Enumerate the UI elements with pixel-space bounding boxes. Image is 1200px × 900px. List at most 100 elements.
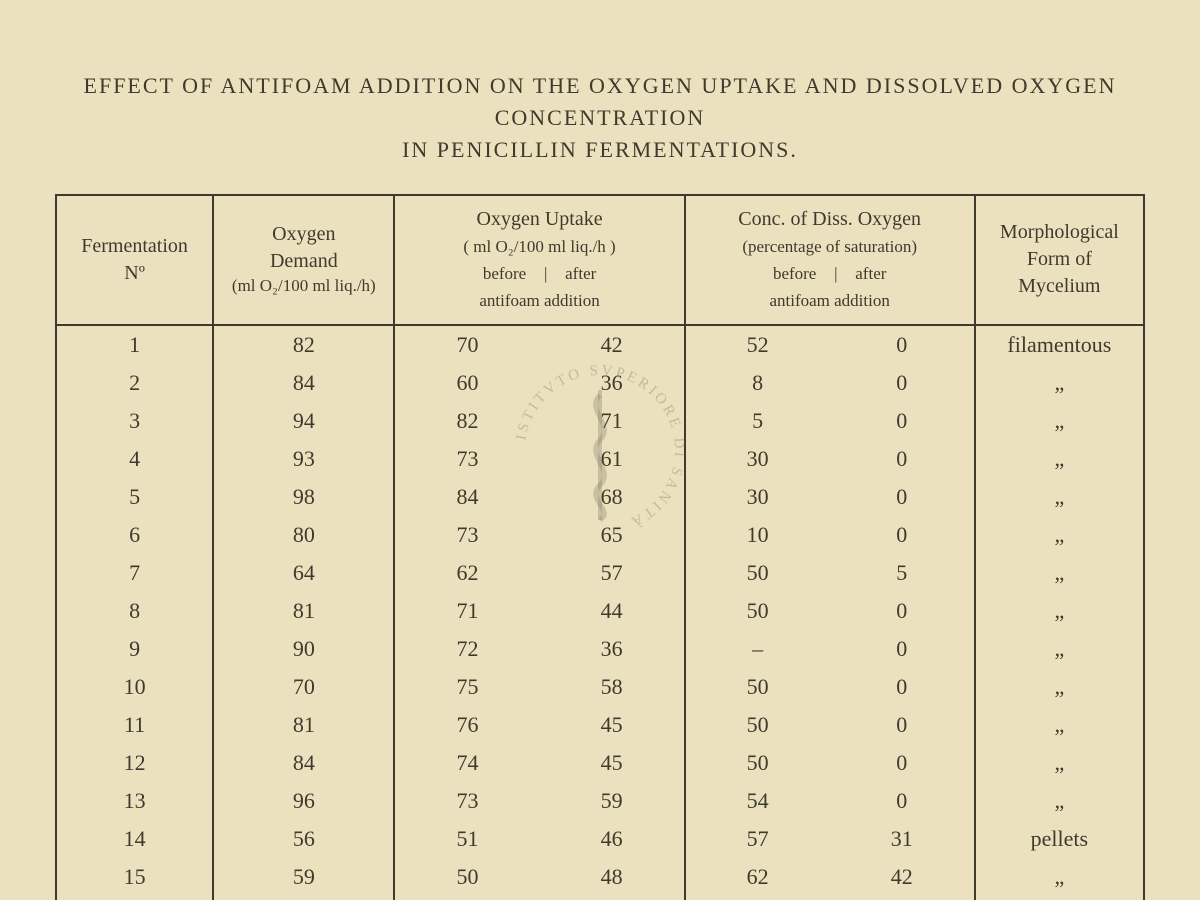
table-row: 8817144500„ bbox=[56, 592, 1144, 630]
cell-ub: 84 bbox=[394, 478, 539, 516]
cell-morph: filamentous bbox=[975, 325, 1144, 364]
cell-n: 13 bbox=[56, 782, 213, 820]
cell-n: 4 bbox=[56, 440, 213, 478]
col-fermentation: Fermentation Nº bbox=[56, 195, 213, 325]
cell-ua: 46 bbox=[540, 820, 685, 858]
cell-demand: 59 bbox=[213, 858, 394, 896]
cell-ua: 44 bbox=[540, 592, 685, 630]
table-row: 10707558500„ bbox=[56, 668, 1144, 706]
cell-morph: pellets bbox=[975, 820, 1144, 858]
cell-n: 8 bbox=[56, 592, 213, 630]
cell-cb: 5 bbox=[685, 402, 830, 440]
col-fermentation-l1: Fermentation bbox=[81, 235, 188, 257]
col-morph-l3: Mycelium bbox=[1018, 275, 1100, 297]
cell-ub: 59 bbox=[394, 896, 539, 900]
cell-demand: 96 bbox=[213, 782, 394, 820]
cell-ca: 0 bbox=[830, 744, 975, 782]
cell-cb: 54 bbox=[685, 782, 830, 820]
cell-ca: 0 bbox=[830, 516, 975, 554]
cell-cb: 52 bbox=[685, 325, 830, 364]
cell-demand: 56 bbox=[213, 820, 394, 858]
cell-morph: „ bbox=[975, 858, 1144, 896]
cell-ub: 73 bbox=[394, 516, 539, 554]
cell-n: 15 bbox=[56, 858, 213, 896]
cell-ub: 70 bbox=[394, 325, 539, 364]
cell-demand: 98 bbox=[213, 478, 394, 516]
col-morph-l2: Form of bbox=[1027, 248, 1092, 270]
cell-ca: 0 bbox=[830, 630, 975, 668]
col-conc-unit: (percentage of saturation) bbox=[742, 237, 917, 256]
table-row: 155950486242„ bbox=[56, 858, 1144, 896]
cell-ca: 0 bbox=[830, 478, 975, 516]
cell-cb: 8 bbox=[685, 364, 830, 402]
table-row: 6807365100„ bbox=[56, 516, 1144, 554]
col-conc: Conc. of Diss. Oxygen (percentage of sat… bbox=[685, 195, 975, 325]
cell-cb: – bbox=[685, 630, 830, 668]
cell-ua: 45 bbox=[540, 744, 685, 782]
cell-morph: „ bbox=[975, 592, 1144, 630]
cell-n: 14 bbox=[56, 820, 213, 858]
cell-n: 1 bbox=[56, 325, 213, 364]
cell-demand: 70 bbox=[213, 668, 394, 706]
col-uptake: Oxygen Uptake ( ml O₂/100 ml liq./h ) be… bbox=[394, 195, 684, 325]
col-fermentation-l2: Nº bbox=[124, 262, 145, 284]
cell-ca: 0 bbox=[830, 440, 975, 478]
cell-ua: 65 bbox=[540, 516, 685, 554]
col-demand-l1: Oxygen bbox=[272, 223, 335, 245]
cell-demand: 81 bbox=[213, 592, 394, 630]
cell-cb: 50 bbox=[685, 592, 830, 630]
table-row: 284603680„ bbox=[56, 364, 1144, 402]
cell-ca: 0 bbox=[830, 782, 975, 820]
cell-ub: 82 bbox=[394, 402, 539, 440]
cell-ua: 45 bbox=[540, 706, 685, 744]
col-uptake-before: before bbox=[483, 264, 526, 283]
cell-ca: 21 bbox=[830, 896, 975, 900]
cell-ua: 42 bbox=[540, 325, 685, 364]
col-conc-sub: antifoam addition bbox=[769, 291, 889, 310]
col-morph-l1: Morphological bbox=[1000, 221, 1119, 243]
cell-demand: 81 bbox=[213, 706, 394, 744]
col-conc-l1: Conc. of Diss. Oxygen bbox=[738, 208, 921, 230]
cell-cb: 30 bbox=[685, 440, 830, 478]
cell-cb: 30 bbox=[685, 478, 830, 516]
cell-ub: 50 bbox=[394, 858, 539, 896]
cell-morph: „ bbox=[975, 516, 1144, 554]
table-row: 12847445500„ bbox=[56, 744, 1144, 782]
cell-demand: 93 bbox=[213, 440, 394, 478]
cell-ub: 51 bbox=[394, 820, 539, 858]
table-row: 11817645500„ bbox=[56, 706, 1144, 744]
cell-n: 10 bbox=[56, 668, 213, 706]
cell-morph: „ bbox=[975, 782, 1144, 820]
cell-ua: 59 bbox=[540, 782, 685, 820]
cell-morph: „ bbox=[975, 364, 1144, 402]
cell-ua: 57 bbox=[540, 554, 685, 592]
cell-ub: 76 bbox=[394, 706, 539, 744]
table-row: 4937361300„ bbox=[56, 440, 1144, 478]
cell-ub: 71 bbox=[394, 592, 539, 630]
cell-n: 16 bbox=[56, 896, 213, 900]
col-uptake-unit: ( ml O₂/100 ml liq./h ) bbox=[463, 237, 615, 256]
cell-demand: 82 bbox=[213, 325, 394, 364]
cell-ub: 62 bbox=[394, 554, 539, 592]
cell-ub: 74 bbox=[394, 744, 539, 782]
cell-ub: 73 bbox=[394, 782, 539, 820]
cell-n: 5 bbox=[56, 478, 213, 516]
cell-demand: 90 bbox=[213, 630, 394, 668]
cell-morph: „ bbox=[975, 668, 1144, 706]
table-row: 145651465731pellets bbox=[56, 820, 1144, 858]
cell-cb: 50 bbox=[685, 668, 830, 706]
cell-cb: 50 bbox=[685, 554, 830, 592]
col-uptake-sub: antifoam addition bbox=[479, 291, 599, 310]
cell-ca: 0 bbox=[830, 706, 975, 744]
cell-cb: 50 bbox=[685, 744, 830, 782]
cell-ca: 5 bbox=[830, 554, 975, 592]
cell-ca: 0 bbox=[830, 364, 975, 402]
cell-ua: 36 bbox=[540, 630, 685, 668]
cell-n: 9 bbox=[56, 630, 213, 668]
col-uptake-l1: Oxygen Uptake bbox=[477, 208, 603, 230]
cell-n: 3 bbox=[56, 402, 213, 440]
table-row: 1827042520filamentous bbox=[56, 325, 1144, 364]
cell-ca: 0 bbox=[830, 402, 975, 440]
col-demand-l2: Demand bbox=[270, 250, 338, 272]
page-title: EFFECT OF ANTIFOAM ADDITION ON THE OXYGE… bbox=[55, 70, 1145, 166]
